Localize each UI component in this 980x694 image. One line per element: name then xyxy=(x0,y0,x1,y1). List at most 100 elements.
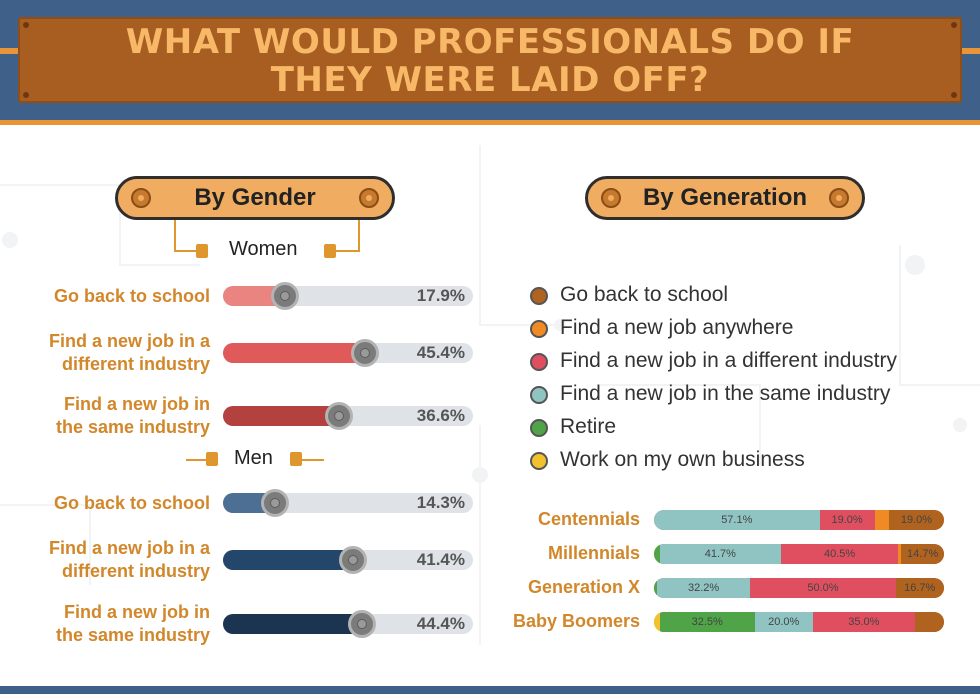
stacked-bar-segment xyxy=(874,510,889,530)
by-generation-heading: By Generation xyxy=(585,176,865,220)
stacked-bar-segment: 50.0% xyxy=(750,578,896,598)
rivet xyxy=(951,92,957,98)
rivet xyxy=(23,22,29,28)
group-label-women: Women xyxy=(229,238,298,260)
legend-label: Find a new job anywhere xyxy=(560,316,794,339)
segment-value-label: 41.7% xyxy=(704,548,736,560)
page-title: WHAT WOULD PROFESSIONALS DO IF THEY WERE… xyxy=(18,23,962,99)
stacked-bar-segment: 40.5% xyxy=(780,544,899,564)
segment-value-label: 19.0% xyxy=(831,514,863,526)
stacked-bar-segment xyxy=(654,578,657,598)
bolt-icon xyxy=(351,339,380,367)
by-generation-heading-text: By Generation xyxy=(642,184,808,211)
stacked-bar-segment xyxy=(654,544,660,564)
stacked-bar-segment xyxy=(914,612,944,632)
segment-value-label: 57.1% xyxy=(721,514,753,526)
legend-swatch-icon xyxy=(530,452,548,470)
category-label: Find a new job in the same industry xyxy=(20,393,210,439)
segment-value-label: 50.0% xyxy=(807,582,839,594)
category-label-line: Go back to school xyxy=(53,285,210,306)
bar xyxy=(223,343,376,363)
segment-value-label: 14.7% xyxy=(907,548,939,560)
title-line-1: WHAT WOULD PROFESSIONALS DO IF xyxy=(125,22,855,62)
segment-value-label: 32.2% xyxy=(688,582,720,594)
generation-label: Centennials xyxy=(537,509,640,529)
legend-swatch-icon xyxy=(530,353,548,371)
gear-icon xyxy=(601,188,621,208)
background-circuit-decoration xyxy=(0,145,980,645)
footer-band xyxy=(0,686,980,694)
bolt-icon xyxy=(325,402,354,430)
stacked-bar-track: 32.5% 20.0% 35.0% xyxy=(654,612,944,632)
header-band: WHAT WOULD PROFESSIONALS DO IF THEY WERE… xyxy=(0,0,980,125)
rivet xyxy=(23,92,29,98)
stacked-bar-track: 41.7% 40.5% 14.7% xyxy=(654,544,944,564)
stacked-bar-segment: 14.7% xyxy=(901,544,944,564)
rivet xyxy=(951,22,957,28)
bar xyxy=(223,614,373,634)
value-label: 36.6% xyxy=(416,406,465,425)
gear-icon xyxy=(359,188,379,208)
segment-value-label: 19.0% xyxy=(900,514,933,526)
gear-icon xyxy=(829,188,849,208)
category-label-line: the same industry xyxy=(55,417,210,437)
value-label: 45.4% xyxy=(416,343,465,362)
category-label: Find a new job in the same industry xyxy=(20,601,210,647)
stacked-bar-segment: 32.2% xyxy=(656,578,751,598)
bolt-icon xyxy=(348,610,377,638)
category-label-line: the same industry xyxy=(55,625,210,645)
stacked-bar-track: 32.2% 50.0% 16.7% xyxy=(654,578,944,598)
header-bottom-line xyxy=(0,120,980,125)
stacked-bar-segment: 32.5% xyxy=(659,612,755,632)
connector-line xyxy=(334,220,360,252)
category-label-line: Find a new job in xyxy=(64,602,210,622)
connector-line xyxy=(300,459,324,461)
bar xyxy=(223,406,350,426)
category-label: Find a new job in a different industry xyxy=(20,537,210,583)
plug-icon xyxy=(324,244,336,258)
generation-label: Generation X xyxy=(527,577,640,597)
stacked-bar-track: 57.1% 19.0% 19.0% xyxy=(654,510,944,530)
bar xyxy=(223,550,364,570)
connector-line xyxy=(174,220,200,252)
plug-icon xyxy=(196,244,208,258)
bolt-icon xyxy=(271,282,300,310)
stacked-bar-segment: 41.7% xyxy=(659,544,781,564)
legend-label: Retire xyxy=(560,415,617,438)
segment-value-label: 40.5% xyxy=(824,548,856,560)
generation-label: Millennials xyxy=(547,543,640,563)
segment-value-label: 20.0% xyxy=(768,616,800,628)
bolt-icon xyxy=(339,546,368,574)
plug-icon xyxy=(206,452,218,466)
value-label: 41.4% xyxy=(416,550,465,569)
legend-label: Find a new job in the same industry xyxy=(560,382,891,405)
legend-swatch-icon xyxy=(530,287,548,305)
plug-icon xyxy=(290,452,302,466)
by-gender-heading-text: By Gender xyxy=(194,184,316,211)
value-label: 14.3% xyxy=(416,493,465,512)
value-label: 44.4% xyxy=(416,614,465,633)
category-label-line: Find a new job in xyxy=(64,394,210,414)
stacked-bar-segment: 57.1% xyxy=(654,510,820,530)
stacked-bar-segment: 20.0% xyxy=(754,612,813,632)
generation-label: Baby Boomers xyxy=(512,611,640,631)
category-label: Find a new job in a different industry xyxy=(20,330,210,376)
category-label-line: Go back to school xyxy=(53,492,210,513)
stacked-bar-segment xyxy=(898,544,902,564)
legend-swatch-icon xyxy=(530,419,548,437)
title-line-2: THEY WERE LAID OFF? xyxy=(270,60,710,100)
stacked-bar-segment: 35.0% xyxy=(812,612,915,632)
legend-label: Find a new job in a different industry xyxy=(560,349,897,372)
category-label-line: Find a new job in a xyxy=(48,331,210,351)
category-label-line: different industry xyxy=(61,561,210,581)
bolt-icon xyxy=(260,489,289,517)
connector-line xyxy=(186,459,208,461)
stacked-bar-segment: 16.7% xyxy=(895,578,944,598)
legend-label: Work on my own business xyxy=(560,448,805,471)
category-label-line: Find a new job in a xyxy=(48,538,210,558)
legend-label: Go back to school xyxy=(560,283,729,306)
title-plaque: WHAT WOULD PROFESSIONALS DO IF THEY WERE… xyxy=(18,17,962,103)
by-gender-heading: By Gender xyxy=(115,176,395,220)
stacked-bar-segment xyxy=(654,612,660,632)
legend-swatch-icon xyxy=(530,320,548,338)
